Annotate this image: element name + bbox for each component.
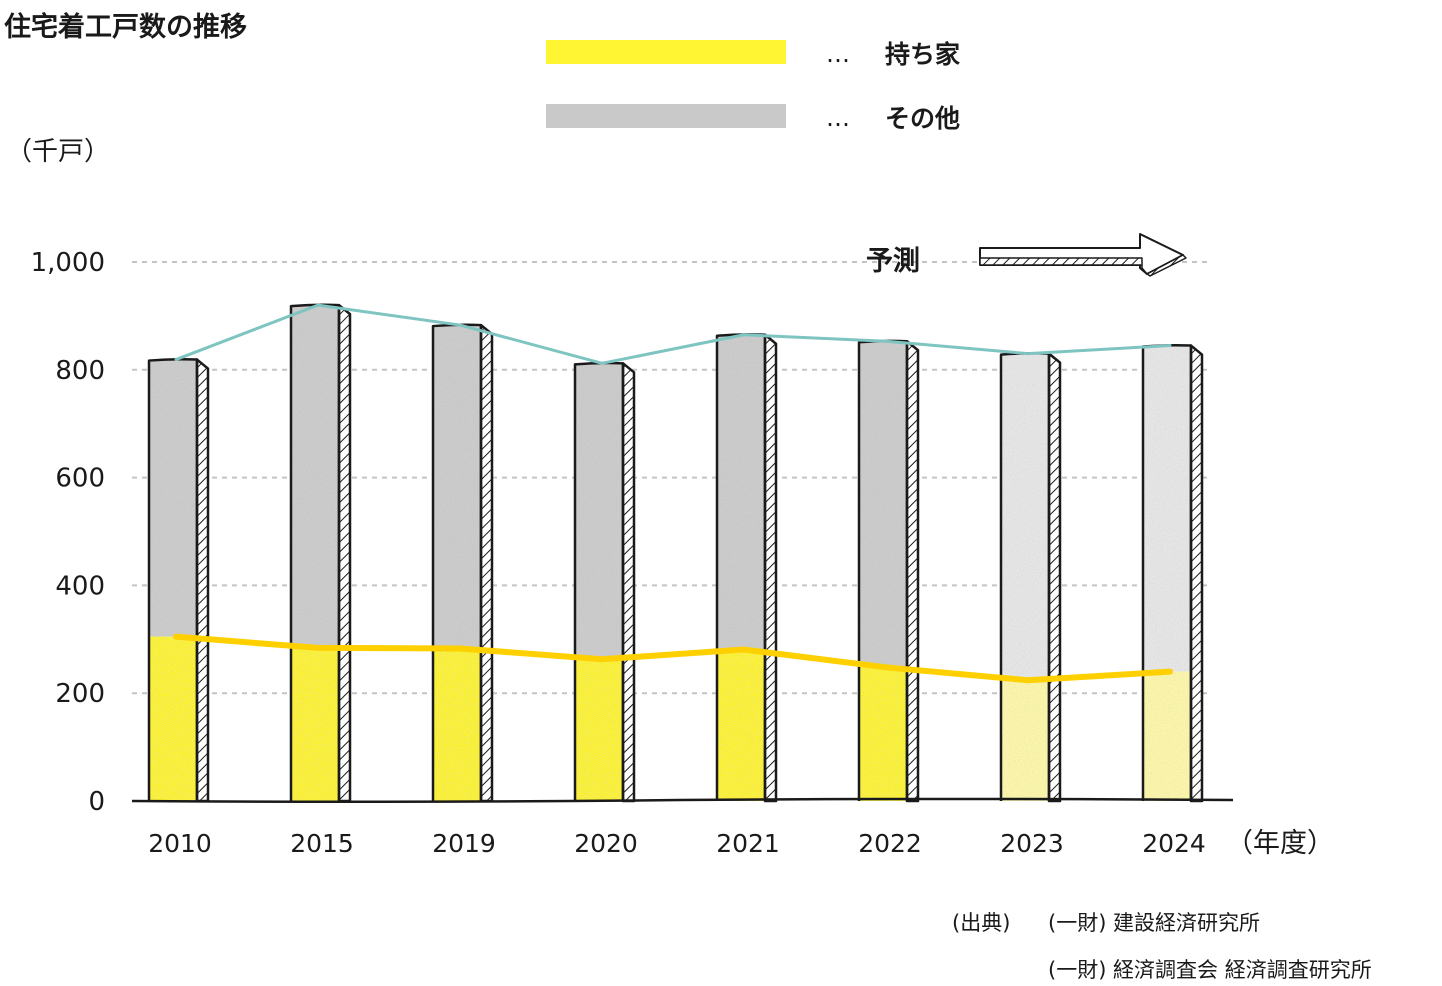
bar-segment-owner-occupied xyxy=(859,667,907,801)
total-trend-line xyxy=(174,303,1172,365)
owner-occupied-trend-line xyxy=(173,633,1173,684)
bar-segment-other xyxy=(1143,345,1191,672)
bar-segment-owner-occupied xyxy=(1143,671,1191,801)
bar-group-2022 xyxy=(857,339,920,803)
bar-segment-other xyxy=(149,359,197,637)
source-line: (一財) 建設経済研究所 xyxy=(1048,911,1260,935)
legend-swatch-other xyxy=(546,104,786,128)
bar-group-2023 xyxy=(999,352,1062,803)
bars xyxy=(147,303,1204,803)
bar-side-face xyxy=(763,333,778,803)
x-axis-ticks: 2010 2015 2019 2020 2021 2022 2023 2024 xyxy=(148,829,1206,858)
y-tick-label: 800 xyxy=(55,356,105,386)
source-prefix: (出典) xyxy=(952,911,1010,935)
x-tick-label: 2010 xyxy=(148,829,212,858)
y-tick-label: 600 xyxy=(55,464,105,494)
bar-side-face xyxy=(195,358,210,803)
x-tick-label: 2019 xyxy=(432,829,496,858)
x-tick-label: 2023 xyxy=(1000,829,1064,858)
bar-group-2024 xyxy=(1141,343,1204,803)
bar-segment-other xyxy=(433,325,481,649)
bar-side-face xyxy=(337,303,352,803)
chart-title: 住宅着工戸数の推移 xyxy=(4,11,247,43)
forecast-annotation: 予測 xyxy=(866,233,1187,277)
forecast-label: 予測 xyxy=(866,246,920,277)
bar-group-2021 xyxy=(715,333,778,803)
y-tick-label: 0 xyxy=(88,787,105,817)
x-tick-label: 2015 xyxy=(290,829,354,858)
bar-group-2015 xyxy=(289,303,352,803)
bar-group-2020 xyxy=(573,361,636,803)
x-tick-label: 2022 xyxy=(858,829,922,858)
x-tick-label: 2024 xyxy=(1142,829,1206,858)
x-tick-label: 2021 xyxy=(716,829,780,858)
bar-outline xyxy=(147,357,199,801)
legend-separator: … xyxy=(826,40,850,68)
bar-segment-owner-occupied xyxy=(149,636,197,801)
y-tick-label: 1,000 xyxy=(31,248,105,278)
bar-side-face xyxy=(1047,352,1062,803)
bar-segment-owner-occupied xyxy=(433,648,481,801)
legend: … 持ち家 … その他 xyxy=(546,40,960,133)
source-line: (一財) 経済調査会 経済調査研究所 xyxy=(1048,958,1372,982)
bar-side-face xyxy=(1189,344,1204,803)
bar-group-2010 xyxy=(147,357,210,803)
bar-segment-owner-occupied xyxy=(291,647,339,801)
bar-group-2019 xyxy=(431,323,494,803)
x-tick-label: 2020 xyxy=(574,829,638,858)
y-tick-label: 400 xyxy=(55,571,105,601)
legend-label-other: その他 xyxy=(885,104,960,133)
bar-segment-owner-occupied xyxy=(1001,680,1049,801)
bar-segment-other xyxy=(291,305,339,648)
bar-segment-other xyxy=(575,363,623,660)
trend-lines xyxy=(173,303,1173,684)
legend-separator: … xyxy=(826,104,850,132)
legend-label-owner-occupied: 持ち家 xyxy=(885,40,960,69)
bar-segment-other xyxy=(717,334,765,650)
bar-side-face xyxy=(621,362,636,803)
y-axis-ticks: 0 200 400 600 800 1,000 xyxy=(31,248,105,817)
x-axis-baseline xyxy=(131,797,1234,804)
forecast-arrow-icon xyxy=(979,233,1184,275)
bar-segment-owner-occupied xyxy=(575,659,623,801)
y-axis-unit-label: （千戸） xyxy=(6,137,110,167)
legend-swatch-owner-occupied xyxy=(546,40,786,64)
bar-side-face xyxy=(905,339,920,803)
bar-segment-owner-occupied xyxy=(717,649,765,801)
x-axis-unit-label: （年度） xyxy=(1226,828,1334,859)
forecast-arrow-shadow xyxy=(979,254,1187,277)
source-note: (出典) (一財) 建設経済研究所 (一財) 経済調査会 経済調査研究所 xyxy=(952,911,1372,982)
y-tick-label: 200 xyxy=(55,679,105,709)
bar-segment-other xyxy=(859,341,907,668)
bar-segment-other xyxy=(1001,353,1049,681)
bar-side-face xyxy=(479,323,494,803)
